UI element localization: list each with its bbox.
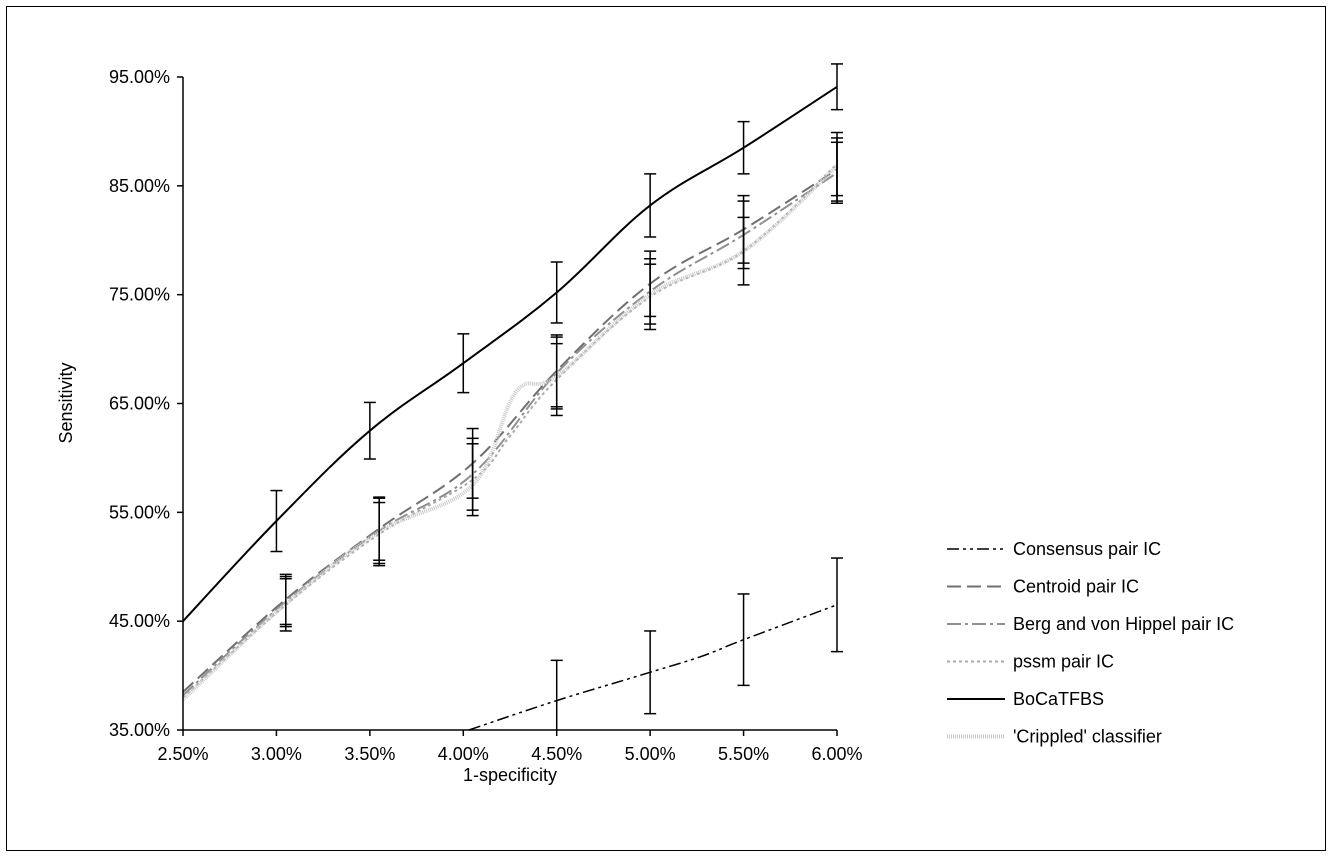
error-bar	[644, 263, 657, 331]
error-bar	[466, 443, 479, 517]
error-bar	[831, 131, 843, 197]
series-line-0	[468, 604, 838, 731]
legend-label: pssm pair IC	[1013, 652, 1114, 672]
error-bar	[363, 401, 376, 460]
y-tick-label: 85.00%	[109, 176, 170, 196]
y-tick-label: 55.00%	[109, 502, 170, 522]
error-bar	[644, 630, 657, 715]
legend-label: Berg and von Hippel pair IC	[1013, 614, 1234, 634]
legend-item: Centroid pair IC	[947, 577, 1139, 597]
y-tick-label: 95.00%	[109, 67, 170, 87]
x-tick-label: 5.00%	[625, 744, 676, 764]
tick-labels: 2.50% 3.00% 3.50% 4.00% 4.50% 5.00% 5.50% 6.00%…	[109, 67, 863, 764]
legend-item: BoCaTFBS	[947, 689, 1104, 709]
error-bar	[737, 216, 750, 286]
legend-label: Centroid pair IC	[1013, 577, 1139, 597]
x-tick-label: 3.50%	[344, 744, 395, 764]
error-bar	[831, 63, 843, 111]
error-bar	[550, 342, 563, 417]
x-axis-title: 1-specificity	[463, 765, 557, 785]
x-tick-label: 3.00%	[251, 744, 302, 764]
legend-item: Berg and von Hippel pair IC	[947, 614, 1234, 634]
plot-area	[181, 63, 843, 731]
legend-item: Consensus pair IC	[947, 539, 1161, 559]
legend-label: 'Crippled' classifier	[1013, 727, 1162, 747]
error-bar	[737, 120, 750, 175]
y-axis-title: Sensitivity	[56, 362, 76, 443]
y-tick-label: 45.00%	[109, 611, 170, 631]
error-bar	[373, 501, 386, 567]
x-tick-label: 2.50%	[157, 744, 208, 764]
series-line-4	[182, 85, 838, 622]
series-line-2	[182, 171, 838, 696]
legend-item: 'Crippled' classifier	[947, 727, 1162, 747]
error-bar	[737, 593, 750, 687]
series-line-5	[181, 164, 839, 701]
x-tick-label: 6.00%	[811, 744, 862, 764]
legend-label: BoCaTFBS	[1013, 689, 1104, 709]
error-bar	[550, 261, 563, 324]
x-tick-label: 4.00%	[438, 744, 489, 764]
axes	[182, 77, 837, 731]
series-line-3	[182, 163, 838, 699]
series-line-1	[182, 168, 838, 693]
y-tick-label: 65.00%	[109, 394, 170, 414]
error-bar	[644, 173, 657, 238]
legend-label: Consensus pair IC	[1013, 539, 1161, 559]
error-bar	[270, 489, 283, 553]
error-bar	[550, 659, 563, 730]
y-tick-label: 75.00%	[109, 285, 170, 305]
error-bar	[831, 557, 843, 653]
x-tick-label: 5.50%	[718, 744, 769, 764]
x-tick-label: 4.50%	[531, 744, 582, 764]
chart-frame	[6, 6, 1326, 851]
legend-item: pssm pair IC	[947, 652, 1114, 672]
error-bar	[279, 577, 292, 632]
error-bar	[457, 333, 470, 394]
y-tick-label: 35.00%	[109, 720, 170, 740]
legend: Consensus pair IC Centroid pair IC Berg an…	[947, 539, 1234, 747]
